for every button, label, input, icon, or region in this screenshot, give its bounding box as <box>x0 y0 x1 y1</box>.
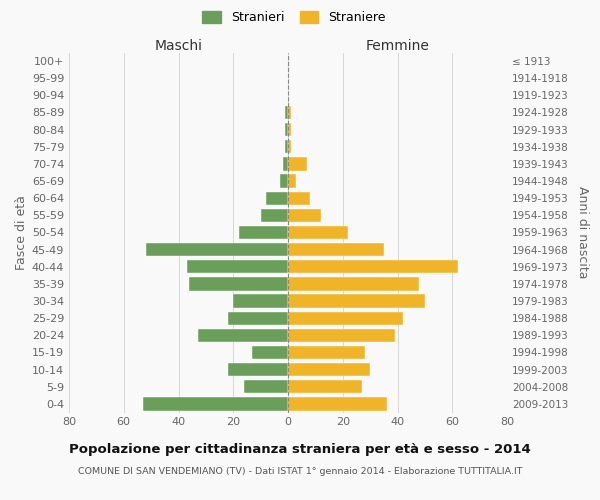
Text: Popolazione per cittadinanza straniera per età e sesso - 2014: Popolazione per cittadinanza straniera p… <box>69 442 531 456</box>
Bar <box>288 174 296 188</box>
Bar <box>288 192 310 205</box>
Bar <box>233 294 288 308</box>
Bar <box>239 226 288 239</box>
Bar <box>288 277 419 290</box>
Bar <box>288 140 291 153</box>
Bar <box>288 346 365 359</box>
Bar <box>288 208 321 222</box>
Bar <box>260 208 288 222</box>
Text: Maschi: Maschi <box>154 38 202 52</box>
Text: Femmine: Femmine <box>365 38 430 52</box>
Bar <box>280 174 288 188</box>
Bar <box>285 140 288 153</box>
Bar <box>288 243 384 256</box>
Bar <box>187 260 288 274</box>
Bar <box>288 157 307 170</box>
Bar <box>228 312 288 325</box>
Y-axis label: Fasce di età: Fasce di età <box>14 195 28 270</box>
Legend: Stranieri, Straniere: Stranieri, Straniere <box>197 6 391 29</box>
Bar <box>288 294 425 308</box>
Bar <box>285 106 288 119</box>
Y-axis label: Anni di nascita: Anni di nascita <box>575 186 589 279</box>
Bar <box>288 380 362 394</box>
Bar <box>288 226 348 239</box>
Bar <box>253 346 288 359</box>
Bar <box>228 363 288 376</box>
Bar <box>146 243 288 256</box>
Bar <box>288 328 395 342</box>
Bar <box>288 312 403 325</box>
Bar <box>143 397 288 410</box>
Bar <box>288 260 458 274</box>
Bar <box>190 277 288 290</box>
Bar <box>288 106 291 119</box>
Bar <box>288 397 386 410</box>
Bar <box>288 363 370 376</box>
Text: COMUNE DI SAN VENDEMIANO (TV) - Dati ISTAT 1° gennaio 2014 - Elaborazione TUTTIT: COMUNE DI SAN VENDEMIANO (TV) - Dati IST… <box>78 468 522 476</box>
Bar <box>266 192 288 205</box>
Bar <box>285 123 288 136</box>
Bar <box>283 157 288 170</box>
Bar <box>197 328 288 342</box>
Bar <box>288 123 291 136</box>
Bar <box>244 380 288 394</box>
